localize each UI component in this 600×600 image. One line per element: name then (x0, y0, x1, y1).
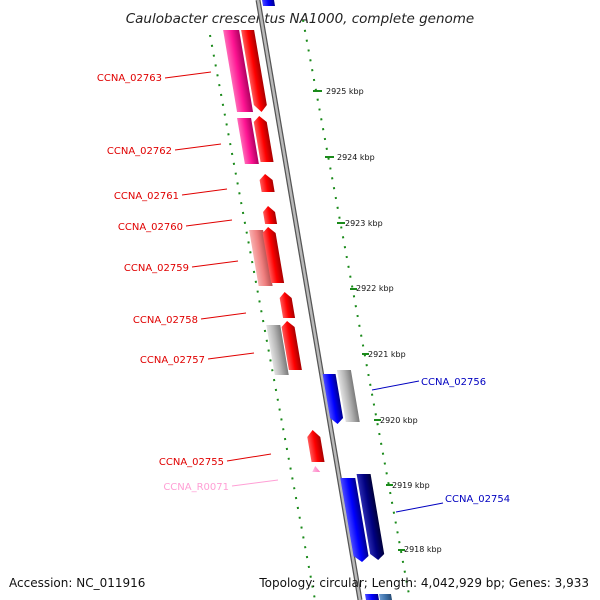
gene-feature (279, 292, 296, 318)
tick-label: 2924 kbp (337, 153, 375, 162)
gene-feature (307, 430, 325, 462)
gene-label: CCNA_02760 (118, 222, 183, 233)
tick-label: 2918 kbp (404, 545, 442, 554)
tick-label: 2921 kbp (368, 350, 406, 359)
gene-feature (340, 478, 369, 562)
gene-label: CCNA_02755 (159, 457, 224, 468)
gene-feature (259, 174, 275, 192)
gene-feature (262, 227, 285, 283)
map-title: Caulobacter crescentus NA1000, complete … (126, 11, 475, 27)
tick-label: 2925 kbp (326, 87, 364, 96)
tick-label: 2920 kbp (380, 416, 418, 425)
genome-summary: Topology: circular; Length: 4,042,929 bp… (259, 576, 589, 590)
features (223, 0, 393, 600)
gene-feature (241, 30, 267, 112)
tick-label: 2923 kbp (345, 219, 383, 228)
gene-feature (336, 370, 360, 422)
gene-feature (237, 118, 259, 164)
backbone (255, 0, 363, 600)
gene-label: CCNA_02757 (140, 355, 205, 366)
tick-ring-right (302, 19, 411, 600)
tick-label: 2919 kbp (392, 481, 430, 490)
gene-feature (266, 325, 289, 375)
gene-feature (281, 321, 302, 370)
gene-label: CCNA_02758 (133, 315, 198, 326)
gene-feature (262, 0, 276, 6)
major-ticks (313, 90, 405, 551)
gene-feature (223, 30, 254, 112)
gene-label: CCNA_02754 (445, 494, 510, 505)
gene-label: CCNA_02761 (114, 191, 179, 202)
gene-feature (356, 474, 385, 560)
gene-label: CCNA_02759 (124, 263, 189, 274)
tick-labels: 2925 kbp 2924 kbp 2923 kbp 2922 kbp 2921… (326, 87, 442, 554)
gene-feature (378, 594, 393, 600)
gene-feature (263, 206, 278, 224)
rna-label: CCNA_R0071 (163, 482, 229, 493)
gene-feature (364, 594, 380, 600)
gene-feature (253, 116, 274, 162)
gene-labels-left: CCNA_02763 CCNA_02762 CCNA_02761 CCNA_02… (97, 73, 229, 493)
gene-label: CCNA_02763 (97, 73, 162, 84)
leader-lines (164, 71, 444, 513)
gene-label: CCNA_02762 (107, 146, 172, 157)
gene-feature (322, 374, 344, 424)
rna-feature (312, 466, 321, 472)
tick-label: 2922 kbp (356, 284, 394, 293)
gene-labels-right: CCNA_02756 CCNA_02754 (421, 377, 510, 505)
accession-text: Accession: NC_011916 (9, 576, 146, 590)
gene-feature (249, 230, 273, 286)
gene-label: CCNA_02756 (421, 377, 486, 388)
